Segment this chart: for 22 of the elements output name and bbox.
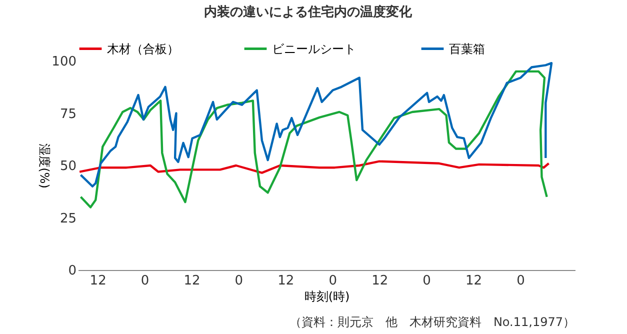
legend-label: ビニールシート xyxy=(272,42,356,56)
x-tick-label: 12 xyxy=(372,274,388,288)
y-tick-label: 25 xyxy=(60,211,76,226)
x-tick-label: 0 xyxy=(234,274,244,288)
legend-label: 木材（合板） xyxy=(107,42,179,56)
text: （資料：則元京 他 木材研究資料 No.11,1977） xyxy=(289,315,575,329)
x-tick-label: 0 xyxy=(516,274,525,288)
x-tick-label: 12 xyxy=(465,274,482,288)
y-tick-label: 50 xyxy=(60,159,76,174)
y-tick-label: 0 xyxy=(68,264,76,278)
x-tick-label: 12 xyxy=(184,274,200,288)
x-tick-label: 12 xyxy=(90,274,106,288)
y-tick-label: 100 xyxy=(52,54,76,70)
chart-title: 内装の違いによる住宅内の温度変化 xyxy=(204,4,413,20)
legend-label: 百葉箱 xyxy=(449,42,485,56)
y-axis-title: 湿度(%) xyxy=(38,144,52,188)
x-axis-title: 時刻(時) xyxy=(304,290,350,304)
x-tick-label: 0 xyxy=(328,274,338,288)
x-tick-label: 0 xyxy=(140,274,150,288)
x-tick-label: 12 xyxy=(278,274,294,288)
y-tick-label: 75 xyxy=(60,106,76,122)
x-tick-label: 0 xyxy=(422,274,431,288)
